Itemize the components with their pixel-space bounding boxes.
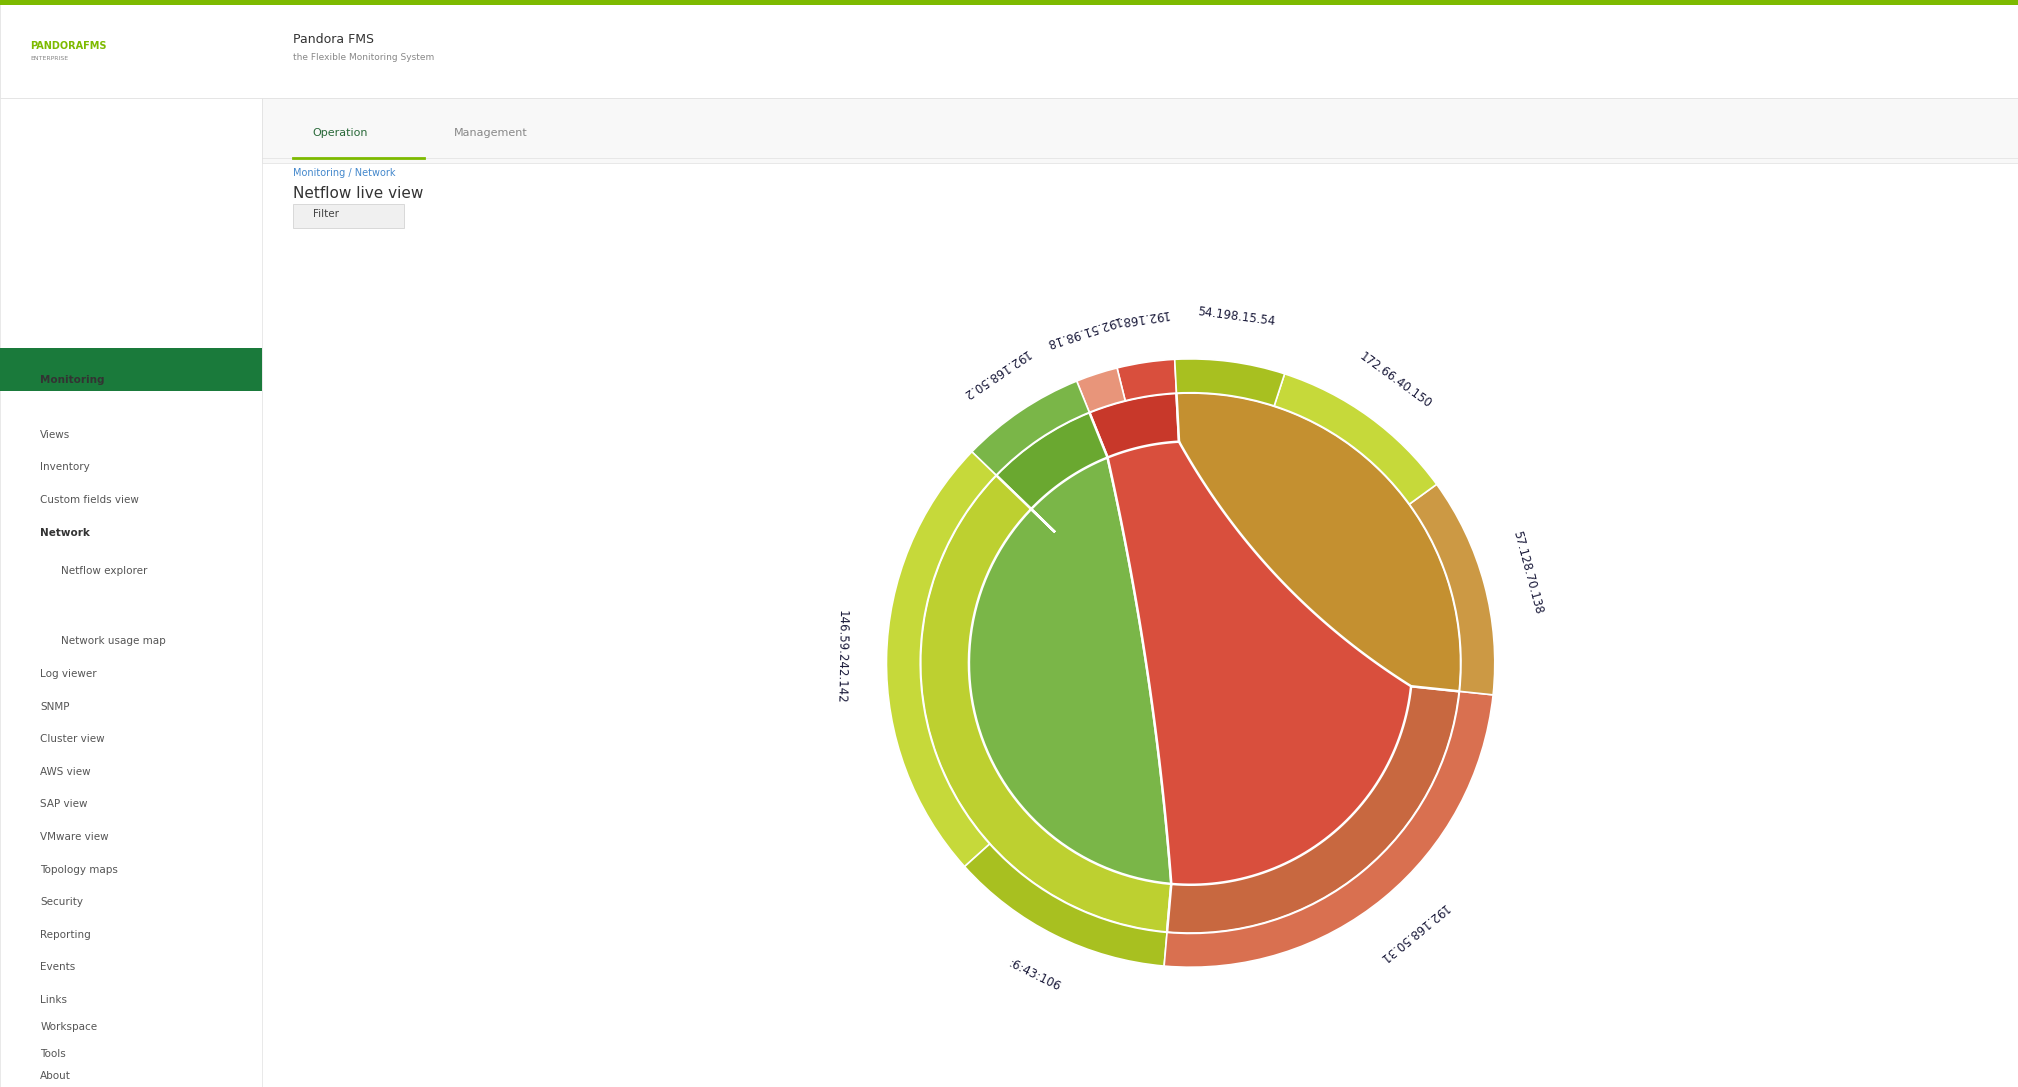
Wedge shape (1090, 393, 1191, 663)
Text: Inventory: Inventory (40, 462, 91, 473)
Wedge shape (1166, 663, 1459, 934)
Text: VMware view: VMware view (40, 832, 109, 842)
Wedge shape (973, 382, 1090, 475)
Text: Monitoring / Network: Monitoring / Network (293, 168, 396, 178)
Wedge shape (1174, 359, 1285, 405)
Bar (0, 98, 262, 1087)
Text: Management: Management (454, 128, 529, 138)
Text: :6:43:106: :6:43:106 (1007, 958, 1063, 995)
Text: Netflow live view: Netflow live view (293, 186, 424, 201)
Bar (293, 204, 404, 228)
Wedge shape (1118, 360, 1176, 401)
Text: 192.168...: 192.168... (1108, 307, 1170, 328)
Text: SNMP: SNMP (40, 701, 71, 712)
Polygon shape (969, 458, 1170, 884)
Text: About: About (40, 1071, 71, 1082)
Wedge shape (1409, 485, 1495, 695)
Text: Network usage map: Network usage map (61, 636, 165, 647)
Text: Views: Views (40, 429, 71, 440)
Text: 192.51.98.18: 192.51.98.18 (1043, 313, 1122, 349)
Text: Network: Network (40, 527, 91, 538)
Wedge shape (1078, 367, 1126, 412)
Wedge shape (1273, 374, 1437, 504)
Bar (0, 348, 262, 391)
Wedge shape (997, 412, 1191, 663)
Text: 57.128.70.138: 57.128.70.138 (1511, 529, 1546, 615)
Text: Netflow Live View: Netflow Live View (61, 603, 153, 614)
Wedge shape (1176, 392, 1461, 691)
Text: Operation: Operation (313, 128, 369, 138)
Wedge shape (965, 844, 1166, 966)
Text: Topology maps: Topology maps (40, 864, 119, 875)
Wedge shape (886, 452, 997, 866)
Text: Pandora FMS: Pandora FMS (293, 34, 373, 47)
Text: Netflow explorer: Netflow explorer (61, 565, 147, 576)
Bar (0, 0, 2018, 5)
Text: Links: Links (40, 995, 67, 1005)
Text: 54.198.15.54: 54.198.15.54 (1197, 305, 1275, 328)
Text: Tools: Tools (40, 1049, 67, 1060)
Bar (0, 0, 2018, 98)
Text: Cluster view: Cluster view (40, 734, 105, 745)
Bar (262, 98, 2018, 163)
Text: 146.59.242.142: 146.59.242.142 (833, 610, 850, 704)
Text: PANDORAFMS: PANDORAFMS (30, 41, 107, 51)
Text: Reporting: Reporting (40, 929, 91, 940)
Text: 192.168.50.2: 192.168.50.2 (959, 347, 1031, 401)
Text: SAP view: SAP view (40, 799, 89, 810)
Text: Workspace: Workspace (40, 1022, 97, 1033)
Text: 192.168.50.31: 192.168.50.31 (1376, 900, 1451, 965)
Text: Security: Security (40, 897, 83, 908)
Polygon shape (1108, 441, 1411, 885)
Text: Events: Events (40, 962, 75, 973)
Text: Custom fields view: Custom fields view (40, 495, 139, 505)
Text: ENTERPRISE: ENTERPRISE (30, 55, 69, 61)
Text: the Flexible Monitoring System: the Flexible Monitoring System (293, 53, 434, 62)
Wedge shape (920, 475, 1191, 933)
Wedge shape (1164, 691, 1493, 967)
Text: AWS view: AWS view (40, 766, 91, 777)
Text: Filter: Filter (313, 210, 339, 220)
Text: 172.66.40.150: 172.66.40.150 (1358, 350, 1435, 411)
Text: Monitoring: Monitoring (40, 375, 105, 386)
Text: Log viewer: Log viewer (40, 669, 97, 679)
